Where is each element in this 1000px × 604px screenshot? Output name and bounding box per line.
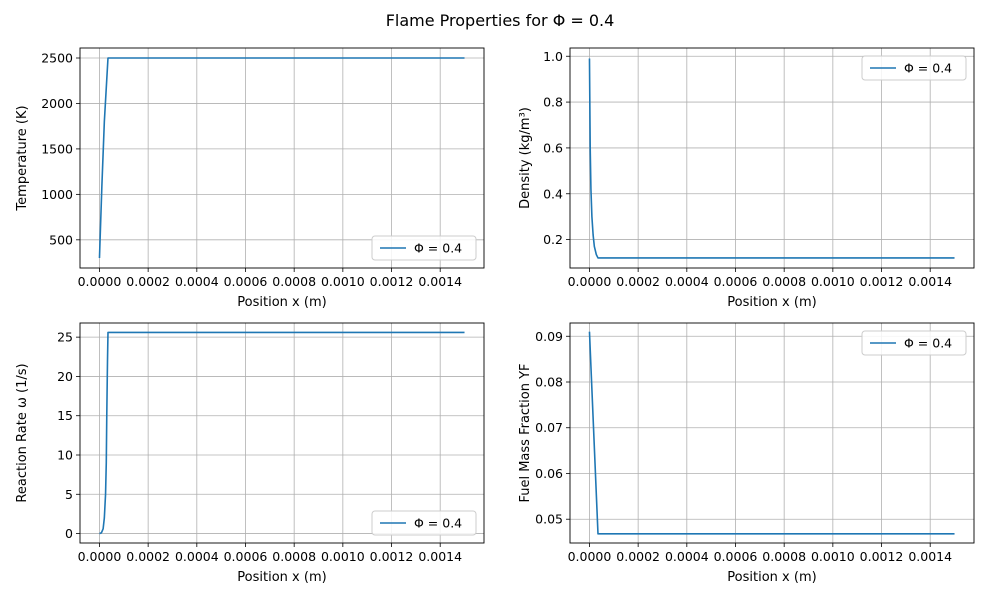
y-tick-label: 1.0 — [543, 49, 563, 64]
x-tick-label: 0.0014 — [418, 274, 462, 289]
y-tick-label: 25 — [57, 330, 73, 345]
axes-frame — [569, 322, 975, 544]
x-tick-label: 0.0010 — [321, 549, 365, 564]
y-tick-label: 0.09 — [535, 329, 563, 344]
y-tick-label: 0.05 — [535, 512, 563, 527]
legend-box — [371, 235, 477, 261]
axes-frame — [79, 322, 485, 544]
x-tick-label: 0.0008 — [272, 274, 316, 289]
x-tick-label: 0.0000 — [78, 549, 122, 564]
legend-box — [861, 55, 967, 81]
legend-label: Φ = 0.4 — [904, 336, 952, 351]
series-line — [588, 331, 955, 535]
x-tick-label: 0.0006 — [224, 274, 268, 289]
series-line — [99, 331, 465, 535]
y-tick-label: 1500 — [41, 141, 73, 156]
x-axis-label: Position x (m) — [727, 295, 816, 310]
y-tick-label: 500 — [49, 232, 73, 247]
y-axis-label: Temperature (K) — [15, 105, 30, 211]
legend-box — [371, 510, 477, 536]
y-tick-label: 5 — [65, 487, 73, 502]
y-axis-label: Density (kg/m³) — [518, 107, 533, 209]
axes-frame — [79, 47, 485, 269]
x-tick-label: 0.0010 — [811, 549, 855, 564]
x-tick-label: 0.0008 — [762, 274, 806, 289]
y-tick-label: 10 — [57, 448, 73, 463]
subplot-2: 0.0000 0.0002 0.0004 0.0006 0.0008 0.0010 0.00… — [518, 47, 975, 310]
y-tick-label: 0.06 — [535, 466, 563, 481]
legend-label: Φ = 0.4 — [904, 61, 952, 76]
y-tick-label: 20 — [57, 369, 73, 384]
x-tick-label: 0.0014 — [908, 549, 952, 564]
x-tick-label: 0.0002 — [616, 274, 660, 289]
y-tick-label: 2000 — [41, 96, 73, 111]
x-tick-label: 0.0004 — [175, 274, 219, 289]
x-tick-label: 0.0002 — [126, 274, 170, 289]
y-tick-label: 0.8 — [543, 95, 563, 110]
legend-label: Φ = 0.4 — [414, 241, 462, 256]
legend: Φ = 0.4 — [861, 330, 967, 356]
x-tick-label: 0.0000 — [568, 274, 612, 289]
x-tick-label: 0.0008 — [272, 549, 316, 564]
x-tick-label: 0.0002 — [126, 549, 170, 564]
x-tick-label: 0.0002 — [616, 549, 660, 564]
y-tick-label: 2500 — [41, 51, 73, 66]
x-tick-label: 0.0012 — [860, 549, 904, 564]
subplot-3: 0.0000 0.0002 0.0004 0.0006 0.0008 0.0010 0.00… — [15, 322, 485, 585]
x-tick-label: 0.0006 — [714, 549, 758, 564]
y-tick-label: 15 — [57, 408, 73, 423]
x-tick-label: 0.0014 — [908, 274, 952, 289]
y-tick-label: 0.08 — [535, 375, 563, 390]
x-tick-label: 0.0004 — [665, 274, 709, 289]
series-line — [98, 57, 465, 259]
y-tick-label: 0.2 — [543, 232, 563, 247]
figure-title: Flame Properties for Φ = 0.4 — [386, 11, 615, 30]
x-tick-label: 0.0010 — [811, 274, 855, 289]
y-tick-label: 0.07 — [535, 420, 563, 435]
subplot-1: 0.0000 0.0002 0.0004 0.0006 0.0008 0.0010 0.00… — [15, 47, 485, 310]
x-tick-label: 0.0006 — [224, 549, 268, 564]
legend-label: Φ = 0.4 — [414, 516, 462, 531]
x-tick-label: 0.0012 — [370, 274, 414, 289]
y-tick-label: 0 — [65, 526, 73, 541]
legend-box — [861, 330, 967, 356]
y-axis-label: Fuel Mass Fraction YF — [518, 363, 533, 502]
x-tick-label: 0.0010 — [321, 274, 365, 289]
x-tick-label: 0.0004 — [665, 549, 709, 564]
x-axis-label: Position x (m) — [727, 570, 816, 585]
x-tick-label: 0.0014 — [418, 549, 462, 564]
x-tick-label: 0.0012 — [370, 549, 414, 564]
x-tick-label: 0.0000 — [568, 549, 612, 564]
x-tick-label: 0.0012 — [860, 274, 904, 289]
legend: Φ = 0.4 — [861, 55, 967, 81]
series-line — [588, 58, 955, 259]
y-axis-label: Reaction Rate ω (1/s) — [15, 363, 30, 502]
y-tick-label: 0.4 — [543, 186, 563, 201]
legend: Φ = 0.4 — [371, 510, 477, 536]
x-tick-label: 0.0006 — [714, 274, 758, 289]
x-axis-label: Position x (m) — [237, 570, 326, 585]
axes-frame — [569, 47, 975, 269]
y-tick-label: 1000 — [41, 187, 73, 202]
subplot-4: 0.0000 0.0002 0.0004 0.0006 0.0008 0.0010 0.00… — [518, 322, 975, 585]
legend: Φ = 0.4 — [371, 235, 477, 261]
y-tick-label: 0.6 — [543, 140, 563, 155]
x-axis-label: Position x (m) — [237, 295, 326, 310]
x-tick-label: 0.0000 — [78, 274, 122, 289]
x-tick-label: 0.0008 — [762, 549, 806, 564]
x-tick-label: 0.0004 — [175, 549, 219, 564]
